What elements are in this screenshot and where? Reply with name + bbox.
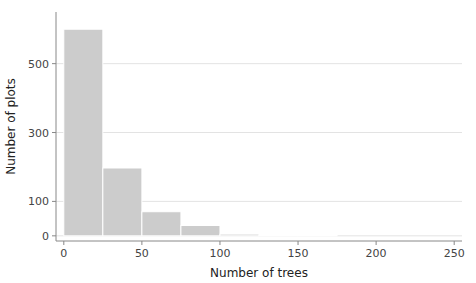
x-tick xyxy=(141,241,142,245)
y-axis-label: Number of plots xyxy=(4,78,18,175)
grid xyxy=(56,64,462,236)
bar xyxy=(376,235,415,236)
x-tick xyxy=(454,241,455,245)
y-tick-label: 300 xyxy=(28,127,49,140)
x-tick-label: 100 xyxy=(209,247,230,260)
bar xyxy=(64,29,103,236)
y-tick-label: 500 xyxy=(28,58,49,71)
page: {"chart_data": {"type": "histogram", "xl… xyxy=(0,0,476,283)
x-tick xyxy=(376,241,377,245)
chart: 0 50 100 150 200 250 0 100 300 500 Number of trees… xyxy=(0,0,476,283)
x-tick-label: 0 xyxy=(60,247,67,260)
x-axis-label: Number of trees xyxy=(210,266,308,280)
grid-line xyxy=(56,132,462,133)
x-tick-label: 50 xyxy=(135,247,149,260)
y-tick-label: 100 xyxy=(28,195,49,208)
bar xyxy=(259,235,298,237)
bar xyxy=(298,235,337,236)
bar xyxy=(142,212,181,236)
bar xyxy=(415,235,454,236)
x-tick xyxy=(298,241,299,245)
y-tick xyxy=(52,235,56,236)
grid-line xyxy=(56,63,462,64)
y-tick-label: 0 xyxy=(42,230,49,243)
x-tick xyxy=(63,241,64,245)
x-tick xyxy=(219,241,220,245)
x-axis-line xyxy=(56,241,462,242)
bar xyxy=(181,226,220,236)
y-tick xyxy=(52,132,56,133)
x-tick-label: 200 xyxy=(366,247,387,260)
x-tick-label: 150 xyxy=(288,247,309,260)
y-tick xyxy=(52,201,56,202)
bar xyxy=(103,168,142,236)
x-tick-label: 250 xyxy=(444,247,465,260)
bars xyxy=(64,29,337,236)
bar xyxy=(337,235,376,236)
bar xyxy=(220,234,259,236)
y-axis-line xyxy=(56,12,57,241)
y-tick xyxy=(52,63,56,64)
axes: 0 50 100 150 200 250 0 100 300 500 xyxy=(28,12,465,260)
